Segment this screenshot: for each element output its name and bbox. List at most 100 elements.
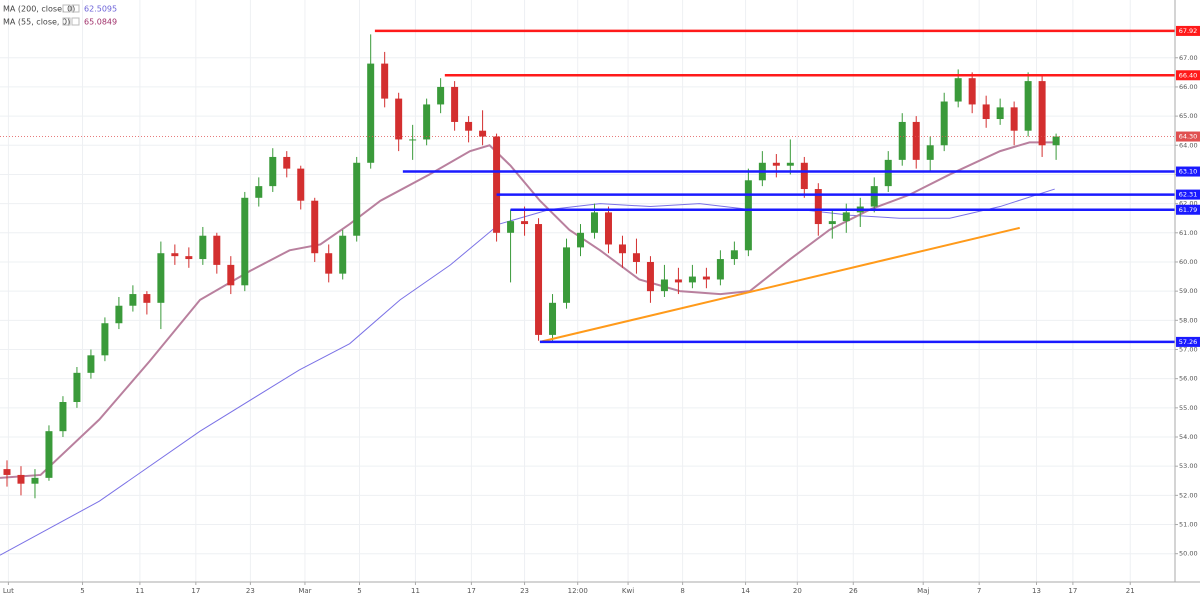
x-tick-label: 11 [135, 587, 144, 595]
x-tick-label: Mar [298, 587, 311, 595]
ma-line [0, 188, 1055, 556]
candle-body [227, 264, 235, 286]
candle-body [353, 162, 361, 236]
legend-icon[interactable] [62, 4, 71, 13]
candle-body [31, 477, 39, 484]
candle-body [618, 244, 626, 254]
level-label-box [1176, 189, 1200, 200]
y-tick-label: 50.00 [1179, 550, 1198, 558]
level-label: 66.40 [1179, 71, 1198, 79]
candle-body [632, 253, 640, 262]
candle-body [674, 279, 682, 283]
candle-body [660, 279, 668, 292]
candle-body [311, 200, 319, 254]
candle-body [451, 86, 459, 122]
axes: 50.00 51.00 52.00 53.00 54.00 55.00 56.00 57.00… [3, 25, 1200, 595]
level-label: 63.10 [1179, 168, 1198, 176]
legend-name: MA (55, close, 0) [3, 18, 70, 27]
candle-body [1010, 107, 1018, 131]
level-label-box [1176, 131, 1200, 142]
x-tick-label: 7 [977, 587, 981, 595]
candle-body [772, 162, 780, 166]
candle-body [646, 261, 654, 292]
candle-body [982, 104, 990, 120]
y-tick-label: 60.00 [1179, 258, 1198, 266]
y-tick-label: 52.00 [1179, 491, 1198, 499]
candle-body [143, 294, 151, 303]
candle-body [395, 98, 403, 140]
y-tick-label: 53.00 [1179, 462, 1198, 470]
candle-body [493, 136, 501, 233]
legend-icon[interactable] [71, 17, 80, 26]
candle-body [912, 121, 920, 160]
candle-body [339, 235, 347, 274]
x-tick-label: 23 [246, 587, 255, 595]
y-tick-label: 55.00 [1179, 404, 1198, 412]
x-tick-label: Maj [917, 587, 929, 595]
candle-body [730, 250, 738, 260]
x-tick-label: 20 [793, 587, 802, 595]
candle-body [59, 402, 67, 432]
x-tick-label: 21 [1126, 587, 1135, 595]
candle-body [115, 305, 123, 324]
candle-body [577, 232, 585, 248]
candle-body [87, 355, 95, 373]
candle-body [297, 168, 305, 201]
x-tick-label: 11 [411, 587, 420, 595]
x-tick-label: 12:00 [568, 587, 588, 595]
candle-body [381, 63, 389, 99]
candle-body [269, 156, 277, 187]
plot [0, 29, 1175, 556]
y-tick-label: 57.00 [1179, 345, 1198, 353]
x-tick-label: 8 [680, 587, 684, 595]
x-tick-label: Kwi [622, 587, 634, 595]
y-tick-label: 67.00 [1179, 54, 1198, 62]
candle-body [842, 212, 850, 222]
candle-body [786, 162, 794, 166]
candle-body [73, 372, 81, 403]
candle-body [1038, 81, 1046, 146]
candle-body [870, 186, 878, 207]
level-label: 57.26 [1179, 338, 1198, 346]
candle-body [465, 121, 473, 131]
candle-body [171, 253, 179, 257]
candle-body [926, 145, 934, 160]
candle-body [213, 235, 221, 265]
candle-body [549, 302, 557, 335]
level-label: 64.30 [1179, 133, 1198, 141]
level-label: 67.92 [1179, 27, 1198, 35]
candle-body [241, 197, 249, 286]
y-tick-label: 66.00 [1179, 83, 1198, 91]
y-tick-label: 51.00 [1179, 521, 1198, 529]
candle-body [996, 107, 1004, 120]
candle-body [157, 253, 165, 303]
candle-body [437, 86, 445, 105]
candle-body [185, 256, 193, 260]
legend-name: MA (200, close, 0) [3, 5, 75, 14]
candle-body [199, 235, 207, 260]
level-label-box [1176, 336, 1200, 347]
candle-body [563, 247, 571, 303]
candle-body [716, 259, 724, 280]
x-tick-label: 13 [1032, 587, 1041, 595]
candle-body [325, 253, 333, 274]
level-label-box [1176, 166, 1200, 177]
candle-body [283, 156, 291, 169]
y-tick-label: 65.00 [1179, 112, 1198, 120]
legend-value: 62.5095 [84, 5, 117, 14]
x-tick-label: 17 [467, 587, 476, 595]
candle-body [702, 276, 710, 280]
trend-line [539, 226, 1020, 343]
candle-body [968, 78, 976, 105]
y-tick-label: 61.00 [1179, 229, 1198, 237]
legend-icon[interactable] [62, 17, 71, 26]
level-label-box [1176, 70, 1200, 81]
candle-body [101, 323, 109, 356]
candle-body [255, 186, 263, 198]
candle-body [954, 78, 962, 102]
legend-icon[interactable] [71, 4, 80, 13]
candle-body [521, 221, 529, 225]
x-tick-label: 5 [80, 587, 84, 595]
x-tick-label: 5 [357, 587, 361, 595]
